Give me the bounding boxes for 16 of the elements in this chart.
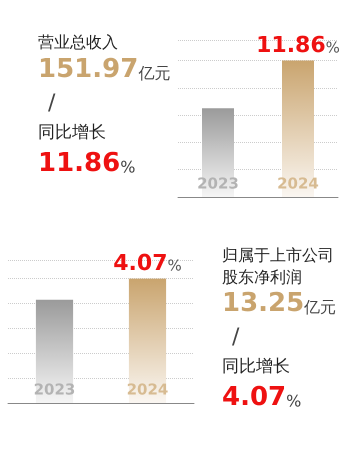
chart-title: 营业总收入 [38, 32, 118, 52]
text: 11.86% [256, 32, 340, 58]
x-tick-label: 2023 [34, 380, 76, 398]
text: / [232, 324, 240, 350]
text: 11.86% [38, 148, 136, 178]
text: 13.25亿元 [222, 288, 336, 318]
text: 4.07% [113, 251, 182, 276]
x-tick-label: 2024 [126, 380, 168, 398]
x-tick-label: 2023 [197, 174, 239, 192]
text: 同比增长 [38, 122, 106, 142]
text: 151.97亿元 [38, 54, 170, 84]
text: 4.07% [222, 382, 302, 412]
x-tick-label: 2024 [277, 174, 319, 192]
text: 归属于上市公司股东净利润 [222, 246, 334, 286]
text: / [48, 90, 56, 116]
text: 同比增长 [222, 356, 290, 376]
